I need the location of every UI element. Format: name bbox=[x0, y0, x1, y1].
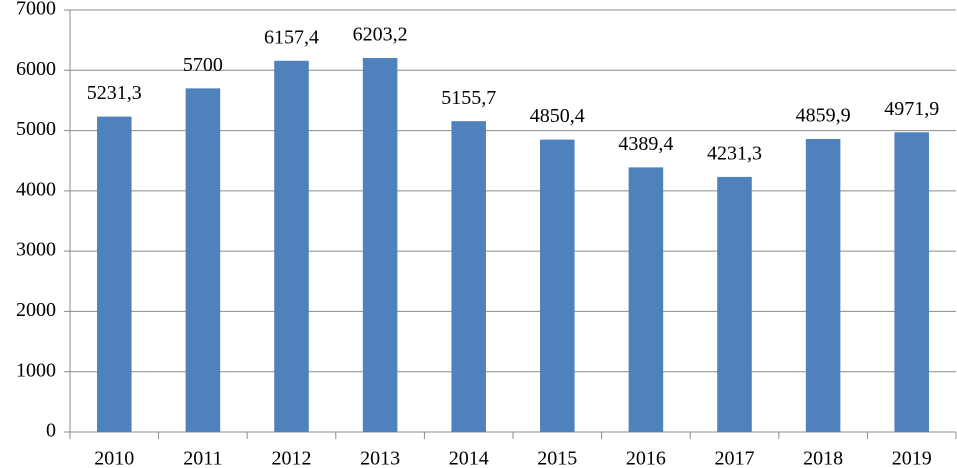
data-label: 4971,9 bbox=[884, 98, 939, 120]
x-tick-label: 2016 bbox=[626, 448, 666, 468]
x-tick-label: 2013 bbox=[360, 448, 400, 468]
y-tick-label: 5000 bbox=[16, 118, 56, 140]
x-tick-label: 2018 bbox=[803, 448, 843, 468]
x-tick-label: 2015 bbox=[537, 448, 577, 468]
y-tick-label: 3000 bbox=[16, 239, 56, 261]
data-label: 4850,4 bbox=[530, 105, 585, 127]
x-tick-label: 2011 bbox=[183, 448, 222, 468]
data-label: 6157,4 bbox=[264, 26, 319, 48]
y-tick-label: 1000 bbox=[16, 359, 56, 381]
bar bbox=[274, 60, 309, 432]
data-label: 5155,7 bbox=[441, 87, 496, 109]
data-label: 4859,9 bbox=[796, 105, 851, 127]
y-tick-label: 4000 bbox=[16, 178, 56, 200]
x-tick-label: 2012 bbox=[272, 448, 312, 468]
data-label: 5231,3 bbox=[87, 82, 142, 104]
y-tick-label: 0 bbox=[46, 420, 56, 442]
data-label: 4231,3 bbox=[707, 143, 762, 165]
y-tick-label: 2000 bbox=[16, 299, 56, 321]
bar bbox=[805, 139, 841, 432]
x-tick-label: 2017 bbox=[715, 448, 755, 468]
y-tick-label: 7000 bbox=[16, 0, 56, 20]
bar bbox=[362, 58, 398, 433]
data-label: 6203,2 bbox=[353, 24, 408, 46]
bar bbox=[185, 88, 221, 432]
x-tick-label: 2019 bbox=[892, 448, 932, 468]
x-tick-label: 2014 bbox=[449, 448, 489, 468]
data-label: 4389,4 bbox=[618, 133, 673, 155]
bar bbox=[451, 121, 486, 433]
bar bbox=[628, 167, 664, 432]
bar bbox=[717, 176, 752, 432]
data-label: 5700 bbox=[183, 54, 223, 76]
bar bbox=[97, 116, 132, 432]
bar bbox=[894, 132, 929, 433]
y-tick-label: 6000 bbox=[16, 58, 56, 80]
bar bbox=[540, 139, 575, 433]
x-tick-label: 2010 bbox=[94, 448, 134, 468]
